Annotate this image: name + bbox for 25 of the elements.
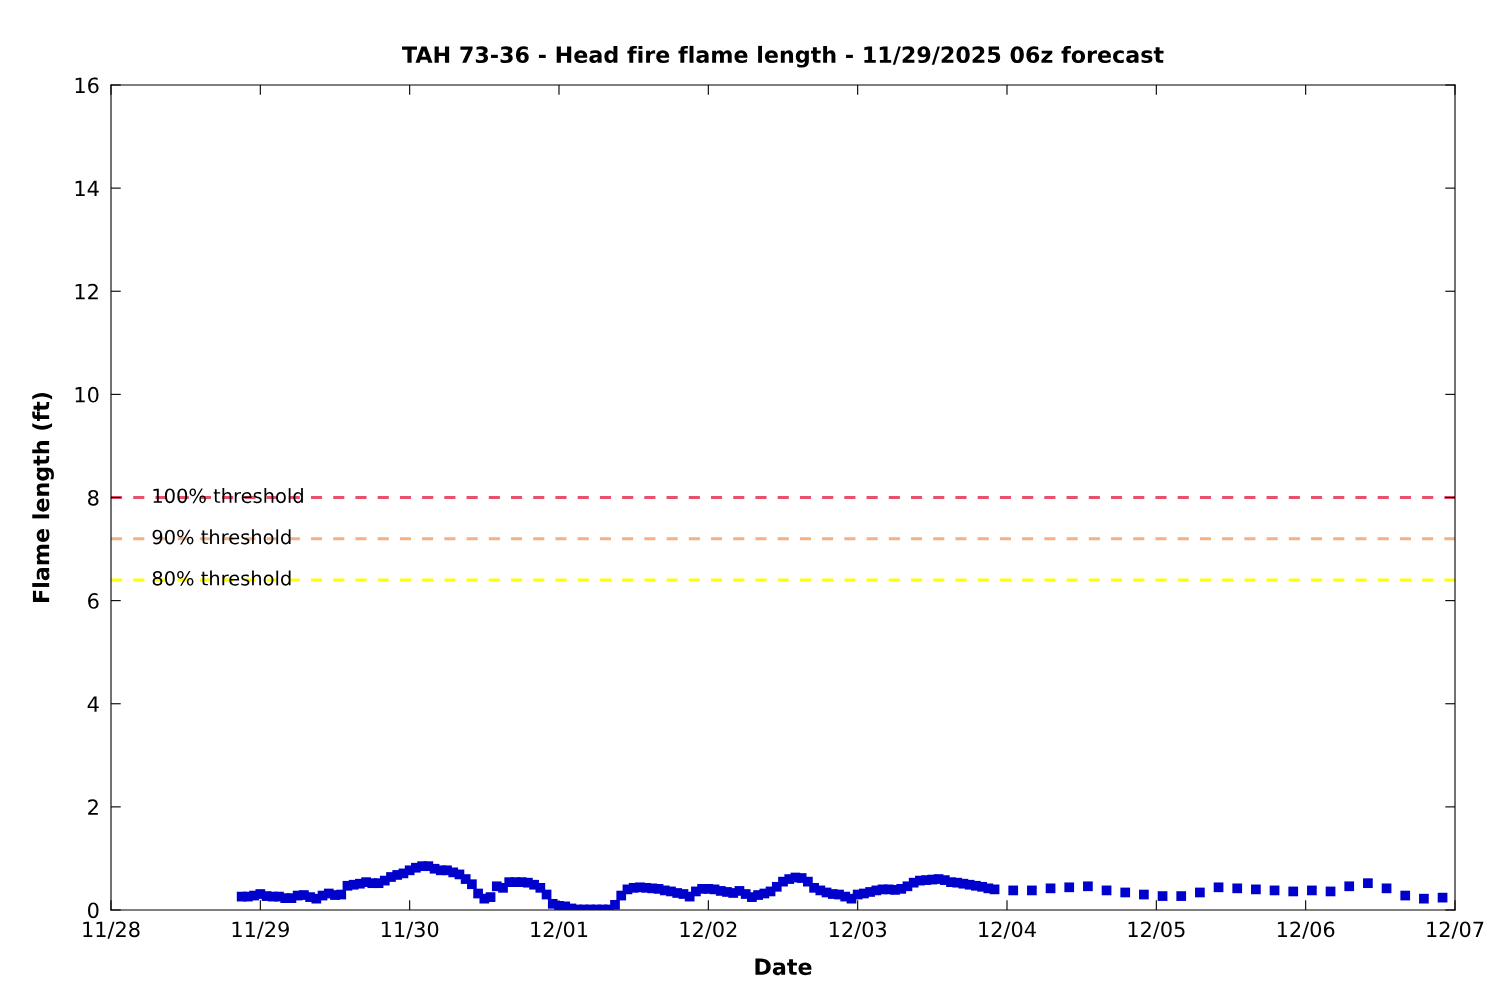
y-tick-label: 8 [88, 489, 99, 506]
y-tick-label: 16 [75, 77, 99, 94]
x-tick-label: 12/06 [1277, 921, 1335, 939]
ref-line-label: 90% threshold [152, 529, 291, 545]
x-axis-title: Date [755, 958, 812, 976]
x-tick-label: 11/28 [83, 921, 140, 939]
x-tick-label: 12/02 [680, 921, 737, 939]
y-tick-label: 4 [87, 696, 99, 712]
y-tick-label: 0 [88, 902, 99, 919]
x-tick-label: 12/04 [979, 921, 1036, 939]
y-axis-title: Flame length (ft) [32, 392, 54, 602]
y-tick-label: 6 [88, 593, 99, 609]
x-tick-label: 11/30 [381, 921, 439, 939]
y-tick-label: 12 [75, 283, 98, 300]
chart-title: TAH 73-36 - Head fire flame length - 11/29/2025 06z forecast [402, 45, 1164, 68]
ref-line-label: 100% threshold [153, 488, 303, 504]
x-tick-label: 11/29 [232, 921, 289, 939]
ref-line-label: 80% threshold [152, 570, 291, 586]
x-tick-label: 12/05 [1128, 921, 1185, 939]
x-tick-label: 12/03 [829, 921, 887, 939]
y-tick-label: 2 [88, 799, 98, 815]
x-tick-label: 12/01 [531, 921, 588, 939]
y-tick-label: 14 [75, 180, 99, 197]
y-tick-label: 10 [75, 386, 99, 403]
x-tick-label: 12/07 [1427, 921, 1484, 939]
